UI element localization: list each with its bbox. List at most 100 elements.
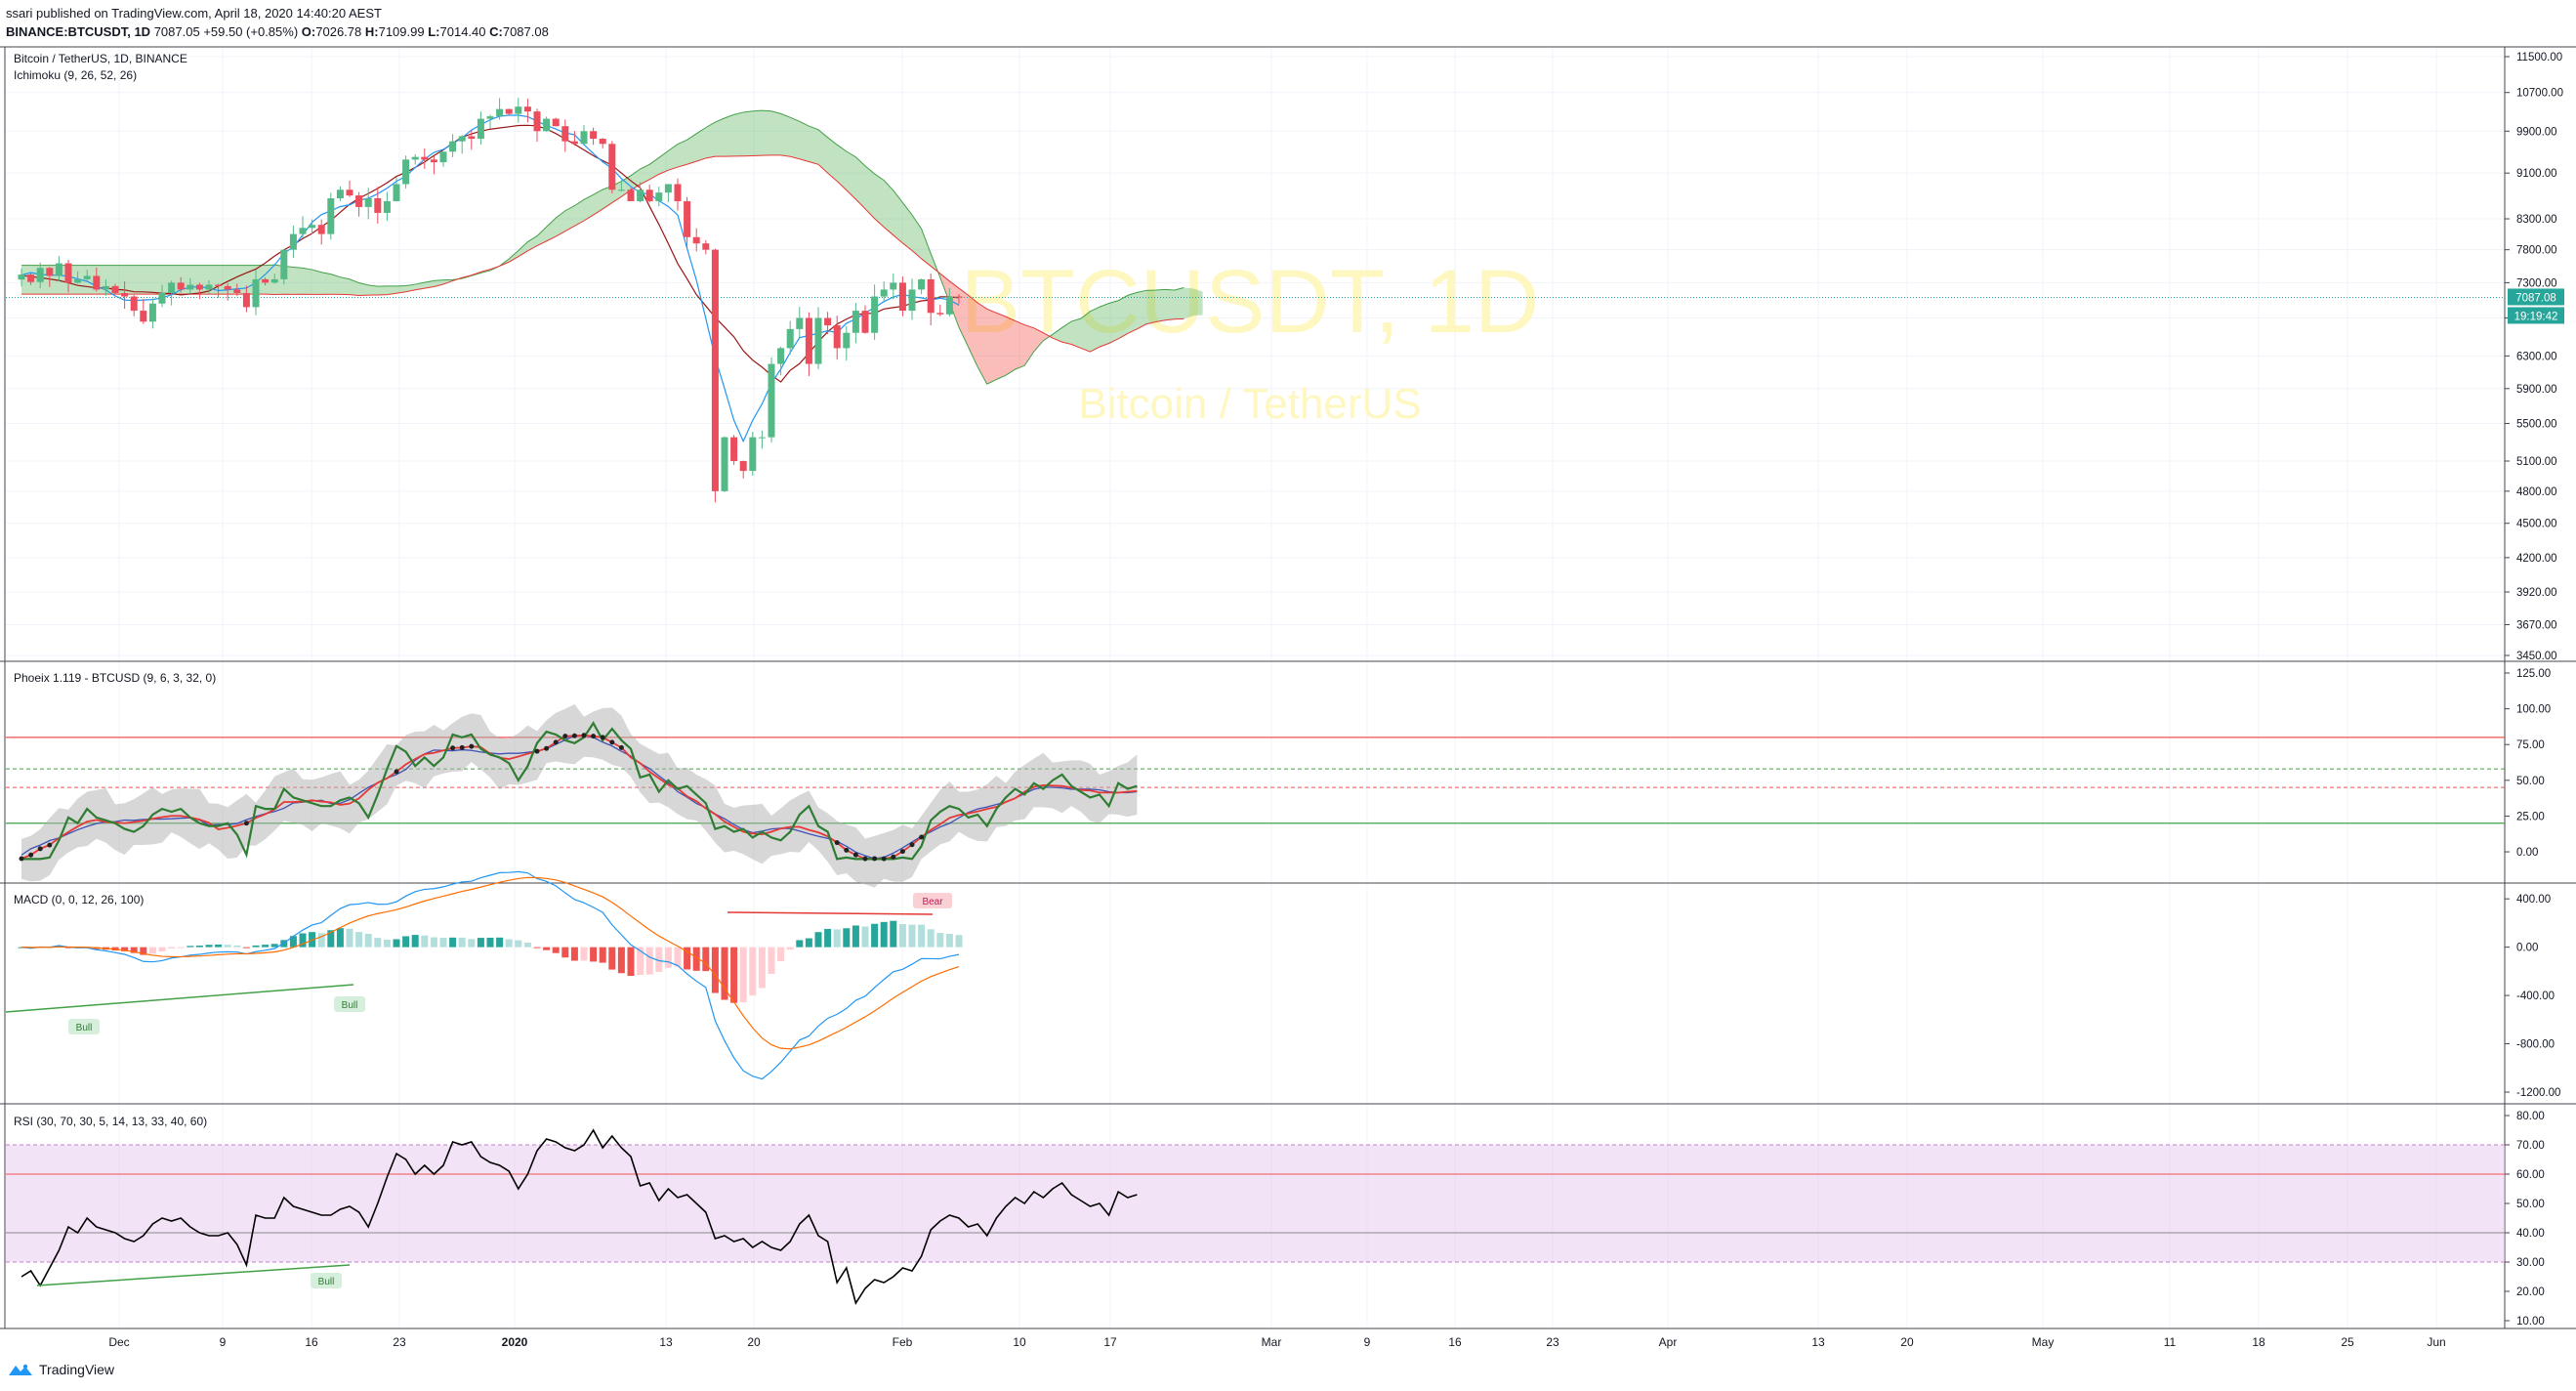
ichimoku-cloud-segment	[199, 265, 209, 295]
macd-histogram-bar	[608, 947, 616, 970]
ichimoku-cloud-segment	[330, 274, 341, 295]
macd-axis-label: 400.00	[2516, 894, 2551, 906]
high-label: H:	[364, 24, 379, 39]
candle-body	[430, 159, 437, 163]
macd-histogram-bar	[945, 933, 953, 948]
candle-body	[36, 268, 44, 282]
macd-bull-divergence-line	[5, 984, 354, 1013]
price-axis-label: 4800.00	[2516, 486, 2557, 498]
macd-bear-divergence-line	[727, 911, 934, 915]
last-price: 7087.05	[153, 24, 200, 39]
ichimoku-cloud-segment	[152, 265, 162, 295]
macd-pane-title[interactable]: MACD (0, 0, 12, 26, 100)	[14, 893, 144, 906]
time-tick-label: 9	[1364, 1335, 1371, 1349]
phoenix-pane-title[interactable]: Phoeix 1.119 - BTCUSD (9, 6, 3, 32, 0)	[14, 671, 216, 685]
candle-body	[674, 184, 682, 201]
macd-histogram-bar	[233, 945, 241, 948]
ichimoku-cloud-segment	[189, 265, 200, 295]
candle-body	[102, 285, 109, 290]
price-tags: 7087.08 19:19:42	[2508, 288, 2564, 324]
macd-histogram-bar	[880, 921, 888, 948]
ichimoku-cloud-segment	[640, 164, 650, 185]
candle-body	[730, 437, 738, 461]
ichimoku-cloud-segment	[968, 295, 978, 367]
price-axis-label: 5900.00	[2516, 384, 2557, 396]
phoenix-signal-dot	[834, 840, 840, 846]
price-change: +59.50 (+0.85%)	[203, 24, 299, 39]
macd-histogram-bar	[393, 939, 400, 948]
ichimoku-cloud-segment	[1184, 287, 1193, 319]
candle-body	[505, 108, 513, 114]
time-tick-label: 23	[1546, 1335, 1559, 1349]
macd-histogram-bar	[711, 947, 719, 993]
macd-histogram-bar	[430, 937, 437, 948]
phoenix-axis-label: 75.00	[2516, 739, 2545, 751]
macd-histogram-bar	[355, 932, 363, 948]
ichimoku-cloud-segment	[696, 127, 706, 162]
ichimoku-cloud-segment	[837, 145, 847, 190]
macd-histogram-bar	[918, 924, 926, 948]
time-tick-label: 20	[747, 1335, 761, 1349]
macd-histogram-bar	[786, 947, 794, 950]
footer-brand-label: TradingView	[39, 1362, 115, 1377]
candle-body	[637, 190, 644, 201]
pane-titles: Bitcoin / TetherUS, 1D, BINANCE Ichimoku…	[14, 52, 216, 1128]
ichimoku-cloud-segment	[509, 250, 519, 263]
price-axis-label: 5500.00	[2516, 419, 2557, 431]
chart-header: ssari published on TradingView.com, Apri…	[6, 4, 549, 41]
phoenix-signal-dot	[450, 745, 456, 751]
macd-histogram-bar	[383, 939, 391, 948]
macd-histogram-bar	[552, 947, 560, 953]
ichimoku-cloud-segment	[686, 133, 697, 165]
phoenix-signal-dot	[19, 856, 24, 862]
macd-histogram-bar	[599, 947, 606, 963]
candle-body	[861, 311, 869, 333]
candle-body	[533, 111, 541, 132]
candle-body	[843, 332, 851, 349]
ichimoku-cloud-segment	[1174, 287, 1184, 319]
ichimoku-cloud-segment	[396, 285, 406, 294]
candle-body	[187, 284, 194, 290]
ichimoku-cloud-segment	[564, 205, 575, 232]
candle-body	[374, 197, 382, 213]
candle-body	[393, 184, 400, 201]
macd-histogram-bar	[955, 935, 963, 948]
candle-body	[55, 263, 62, 276]
symbol-label[interactable]: BINANCE:BTCUSDT, 1D	[6, 24, 151, 39]
macd-histogram-bar	[130, 947, 138, 953]
ichimoku-cloud-segment	[752, 110, 763, 156]
macd-histogram-bar	[664, 947, 672, 968]
ichimoku-cloud-segment	[996, 313, 1006, 380]
macd-histogram-bar	[252, 945, 260, 948]
time-tick-label: Dec	[108, 1335, 129, 1349]
ichimoku-cloud-segment	[387, 285, 396, 295]
time-tick-label: 9	[220, 1335, 227, 1349]
candle-body	[523, 106, 531, 112]
ichimoku-cloud-segment	[518, 241, 528, 257]
open-value: 7026.78	[315, 24, 362, 39]
price-axis-label: 4200.00	[2516, 553, 2557, 565]
macd-histogram-bar	[570, 947, 578, 961]
chart-canvas[interactable]: BTCUSDT, 1D Bitcoin / TetherUS 11500.001…	[0, 0, 2576, 1358]
macd-histogram-bar	[898, 924, 906, 948]
candle-body	[449, 141, 457, 152]
candle-body	[74, 278, 82, 283]
ichimoku-cloud-segment	[986, 309, 997, 385]
price-axis-label: 11500.00	[2516, 52, 2562, 63]
ichimoku-cloud-segment	[1108, 300, 1119, 344]
macd-histogram-bar	[346, 928, 353, 948]
candle-body	[421, 156, 429, 160]
ichimoku-indicator-title[interactable]: Ichimoku (9, 26, 52, 26)	[14, 68, 137, 82]
rsi-axis-label: 70.00	[2516, 1140, 2545, 1152]
rsi-pane-title[interactable]: RSI (30, 70, 30, 5, 14, 13, 33, 40, 60)	[14, 1115, 207, 1128]
phoenix-signal-dot	[544, 745, 550, 751]
time-tick-label: 16	[1448, 1335, 1462, 1349]
candle-body	[945, 296, 953, 315]
footer-brand[interactable]: TradingView	[8, 1362, 114, 1377]
ichimoku-cloud-segment	[733, 111, 744, 156]
ichimoku-cloud-segment	[809, 126, 818, 165]
macd-histogram-bar	[523, 943, 531, 948]
ichimoku-cloud-segment	[124, 265, 135, 295]
ichimoku-kijun-line	[21, 124, 960, 383]
macd-histogram-bar	[140, 947, 147, 955]
